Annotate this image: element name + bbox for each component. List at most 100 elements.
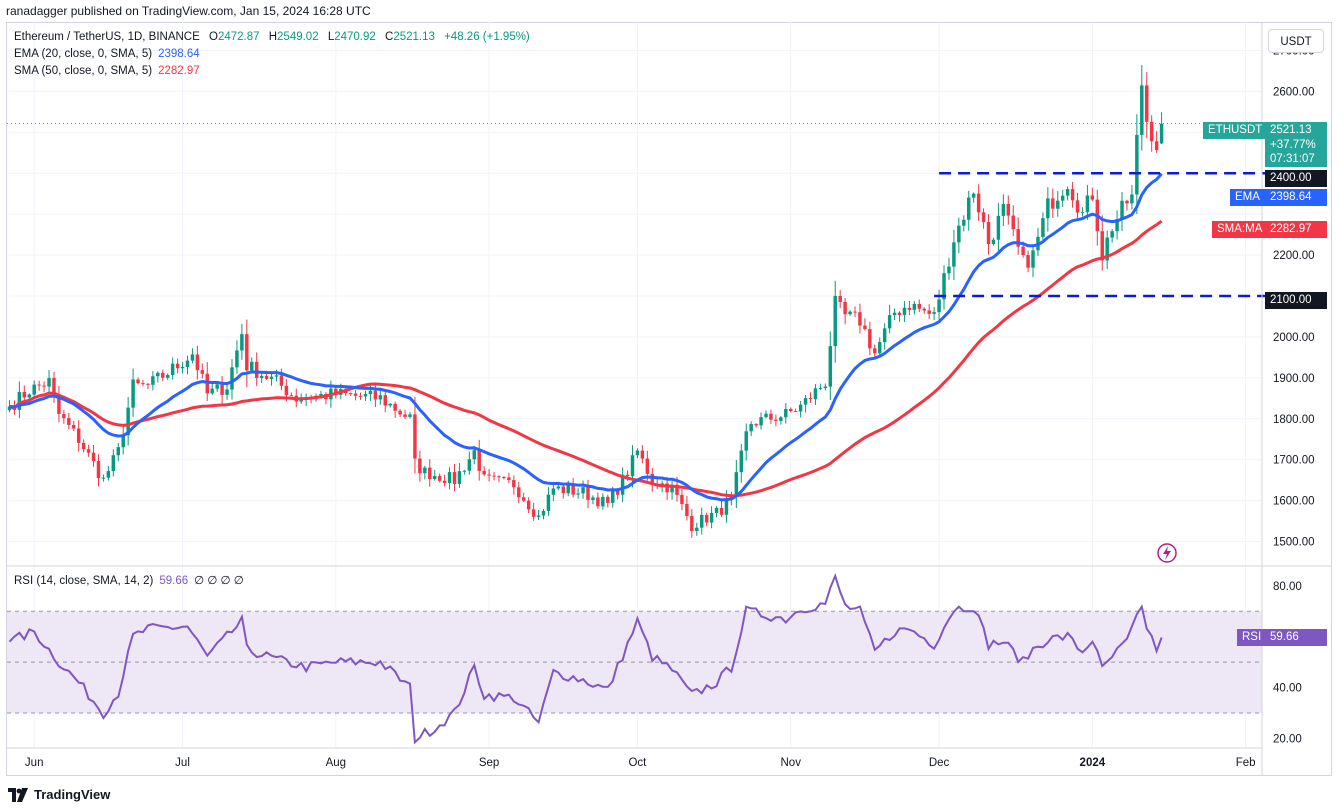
candle-body xyxy=(1026,255,1030,268)
symbol-label[interactable]: Ethereum / TetherUS, 1D, BINANCE xyxy=(14,31,200,43)
price-tick-label: 1600.00 xyxy=(1273,496,1315,508)
candle-body xyxy=(1006,203,1011,216)
candle-body xyxy=(57,394,61,415)
candle-body xyxy=(1001,203,1006,216)
footer-brand[interactable]: TradingView xyxy=(34,787,111,802)
candle-body xyxy=(1149,121,1154,142)
candle-body xyxy=(566,485,570,494)
candle-body xyxy=(962,219,966,226)
sma-axis-label: SMA:MA xyxy=(1212,221,1268,238)
candle-body xyxy=(650,473,655,484)
candle-body xyxy=(403,414,407,417)
candle-body xyxy=(1046,198,1050,219)
candle-body xyxy=(111,455,116,472)
open-value: 2472.87 xyxy=(217,31,260,43)
candle-body xyxy=(161,372,165,378)
low-value: 2470.92 xyxy=(334,31,376,43)
candle-body xyxy=(1016,229,1020,247)
candle-body xyxy=(1145,85,1149,122)
candle-body xyxy=(254,361,259,379)
sma-legend-value: 2282.97 xyxy=(158,65,200,77)
ema-legend[interactable]: EMA (20, close, 0, SMA, 5) 2398.64 xyxy=(14,46,200,63)
candle-body xyxy=(843,301,847,315)
candle-body xyxy=(17,391,22,410)
candle-body xyxy=(764,413,768,418)
candle-body xyxy=(126,407,130,436)
candle-body xyxy=(269,376,274,379)
price-candles xyxy=(7,65,1164,538)
candle-body xyxy=(62,414,66,419)
candle-body xyxy=(1051,198,1055,209)
candle-body xyxy=(917,303,922,309)
candle-body xyxy=(665,483,669,493)
level-2400-tag: 2400.00 xyxy=(1265,170,1327,187)
candle-body xyxy=(27,394,31,398)
candle-body xyxy=(601,496,605,507)
candle-body xyxy=(882,328,887,343)
candle-body xyxy=(927,310,931,314)
candle-body xyxy=(798,404,803,412)
candle-body xyxy=(220,384,224,395)
candle-body xyxy=(1031,250,1035,268)
time-tick-label: Dec xyxy=(929,757,950,769)
candle-body xyxy=(586,487,590,500)
candle-body xyxy=(1075,200,1080,213)
candle-body xyxy=(675,484,679,495)
rsi-axis-label: RSI xyxy=(1237,629,1267,646)
candle-body xyxy=(640,450,645,459)
candle-body xyxy=(22,391,27,398)
close-label: C xyxy=(385,31,394,43)
candle-body xyxy=(774,419,778,421)
candle-body xyxy=(1080,212,1085,214)
candle-body xyxy=(863,325,867,330)
candle-body xyxy=(991,239,996,245)
last-price-value: 2521.13 xyxy=(1270,124,1312,136)
candle-body xyxy=(141,383,145,385)
candle-body xyxy=(887,315,892,329)
candle-body xyxy=(52,378,56,395)
candle-body xyxy=(922,308,926,311)
candle-body xyxy=(561,486,566,494)
candle-body xyxy=(156,372,160,377)
rsi-legend-extra: ∅ ∅ ∅ ∅ xyxy=(194,575,244,587)
rsi-legend-label: RSI (14, close, SMA, 14, 2) xyxy=(14,575,154,587)
candle-body xyxy=(714,507,719,513)
candle-body xyxy=(981,212,986,223)
candle-body xyxy=(596,497,600,507)
candle-body xyxy=(670,484,674,493)
candle-body xyxy=(630,455,635,477)
candle-body xyxy=(1021,246,1025,256)
candle-body xyxy=(932,312,936,314)
publication-header: ranadagger published on TradingView.com,… xyxy=(6,4,371,18)
candle-body xyxy=(858,312,862,326)
candle-body xyxy=(467,459,472,471)
sma-line xyxy=(8,219,1163,498)
candle-body xyxy=(175,363,180,369)
main-legend: Ethereum / TetherUS, 1D, BINANCE O2472.8… xyxy=(14,29,530,46)
time-tick-label: Oct xyxy=(628,757,647,769)
candle-body xyxy=(279,375,284,386)
lightning-icon[interactable] xyxy=(1156,542,1178,564)
candle-body xyxy=(1115,219,1119,232)
candle-body xyxy=(378,395,383,400)
candle-body xyxy=(1085,195,1090,213)
candle-body xyxy=(230,367,234,390)
candle-body xyxy=(556,486,561,489)
price-tick-label: 1900.00 xyxy=(1273,373,1315,385)
chart-frame[interactable] xyxy=(6,22,1332,776)
candle-body xyxy=(185,360,190,367)
candle-body xyxy=(121,435,125,448)
candle-body xyxy=(423,467,427,474)
candle-body xyxy=(645,458,650,474)
sma-legend[interactable]: SMA (50, close, 0, SMA, 5) 2282.97 xyxy=(14,63,200,80)
candle-body xyxy=(1140,85,1144,135)
candle-body xyxy=(813,388,818,400)
candle-body xyxy=(517,487,521,498)
candle-body xyxy=(635,450,640,456)
candle-body xyxy=(348,393,353,395)
currency-button[interactable]: USDT xyxy=(1268,29,1324,53)
time-tick-label: Aug xyxy=(326,757,346,769)
rsi-legend[interactable]: RSI (14, close, SMA, 14, 2) 59.66 ∅ ∅ ∅ ∅ xyxy=(14,573,244,590)
candle-body xyxy=(591,497,595,500)
